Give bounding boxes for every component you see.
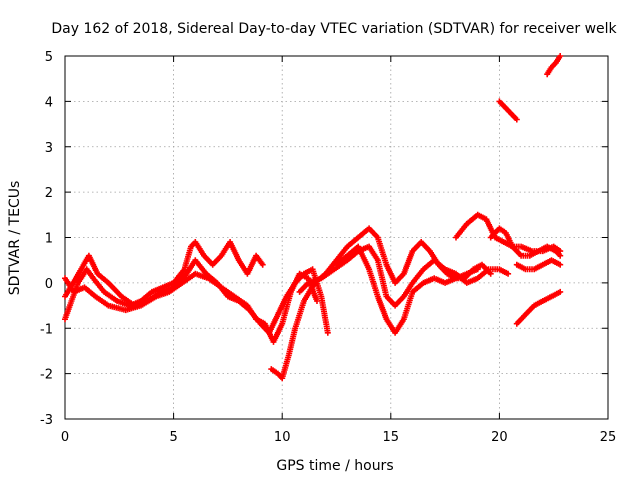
y-tick-label: 3 [45,141,53,156]
data-point-markers [62,239,266,323]
data-point-markers [496,98,520,123]
x-axis-label: GPS time / hours [276,458,393,474]
data-point-markers [487,225,564,259]
series-trace-12 [544,53,564,78]
y-tick-label: 4 [45,95,53,110]
y-tick-label: 5 [45,50,53,65]
series-trace-9 [513,257,564,273]
y-tick-label: 2 [45,186,53,201]
data-point-markers [513,288,564,327]
series-trace-11 [496,98,520,123]
y-axis-label: SDTVAR / TECUs [7,181,23,296]
data-point-markers [62,270,320,345]
y-tick-label: -1 [40,322,53,337]
x-tick-label: 20 [491,430,508,445]
grid-lines [65,56,608,419]
series-trace-8 [487,225,564,259]
series-trace-1 [62,239,266,323]
data-point-markers [296,243,512,309]
data-point-markers [544,53,564,78]
x-axis-ticks: 0 5 10 15 20 25 [61,56,616,445]
y-tick-label: 0 [45,277,53,292]
series-trace-5 [296,243,512,309]
series-trace-10 [513,288,564,327]
y-tick-label: -3 [40,413,53,428]
y-tick-label: 1 [45,232,53,247]
data-point-markers [513,257,564,273]
x-tick-label: 0 [61,430,69,445]
x-tick-label: 10 [274,430,291,445]
y-tick-label: -2 [40,368,53,383]
x-tick-label: 25 [600,430,617,445]
data-series [62,53,564,382]
y-axis-ticks: -3 -2 -1 0 1 2 3 4 5 [40,50,608,428]
series-trace-6 [333,243,481,336]
series-trace-3 [62,270,320,345]
chart-title: Day 162 of 2018, Sidereal Day-to-day VTE… [51,21,617,37]
data-point-markers [333,243,481,336]
x-tick-label: 5 [169,430,177,445]
x-tick-label: 15 [383,430,400,445]
